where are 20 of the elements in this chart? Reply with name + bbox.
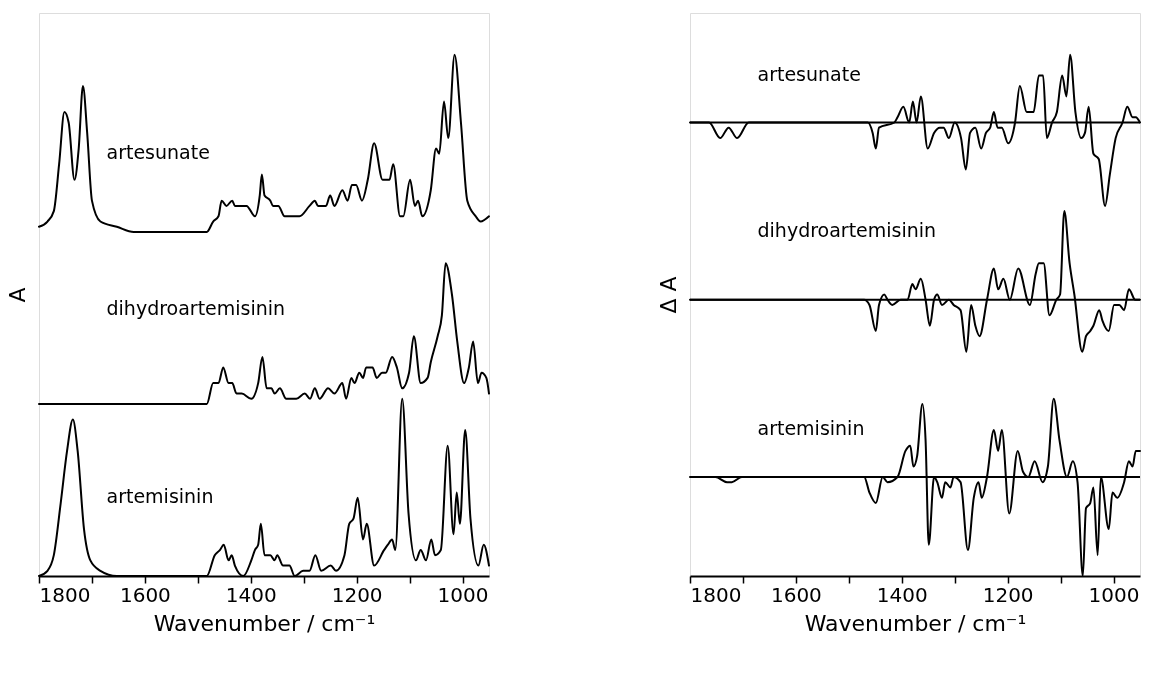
series-label: artemisinin [757, 417, 865, 440]
x-tick-label: 1400 [876, 582, 928, 607]
series-label: artemisinin [106, 484, 214, 507]
series-label: artesunate [106, 140, 210, 163]
series-label: artesunate [757, 62, 861, 85]
x-tick-label: 1600 [119, 582, 171, 607]
x-tick-label: 1000 [437, 582, 489, 607]
x-tick-label: 1200 [982, 582, 1034, 607]
x-tick-label: 1400 [225, 582, 277, 607]
x-tick-label: 1200 [331, 582, 383, 607]
x-tick-label: 1800 [39, 582, 91, 607]
text: dihydroartemisinin [757, 219, 937, 242]
y-axis-title: Δ A [655, 276, 681, 314]
y-axis-title: A [4, 287, 30, 303]
text: dihydroartemisinin [106, 297, 286, 320]
x-axis-title: Wavenumber / cm⁻¹ [804, 610, 1027, 636]
x-tick-label: 1000 [1088, 582, 1140, 607]
x-axis-title: Wavenumber / cm⁻¹ [153, 610, 376, 636]
x-tick-label: 1800 [690, 582, 742, 607]
x-tick-label: 1600 [770, 582, 822, 607]
